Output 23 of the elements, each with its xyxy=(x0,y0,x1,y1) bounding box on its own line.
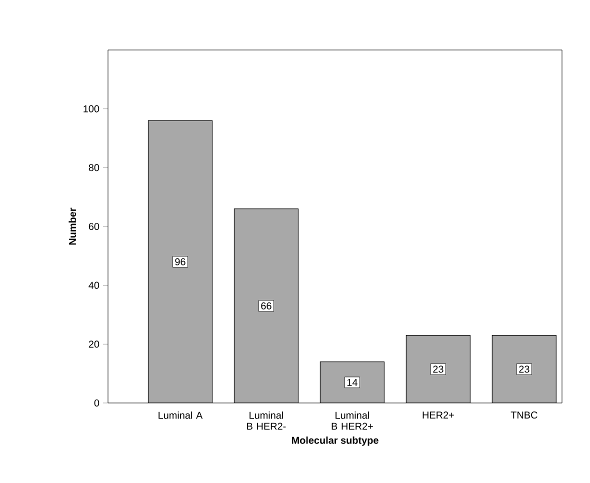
data-label: 66 xyxy=(261,302,272,310)
x-tick-label: HER2+ xyxy=(422,412,454,418)
y-tick-label: 80 xyxy=(88,164,100,172)
y-axis-title: Number xyxy=(68,208,76,245)
x-tick-label: Luminal B HER2- xyxy=(247,412,286,430)
data-label: 14 xyxy=(347,378,358,386)
y-tick-label: 100 xyxy=(84,105,100,112)
y-tick-label: 20 xyxy=(88,340,100,348)
x-axis-title: Molecular subtype xyxy=(292,436,378,446)
data-label: 23 xyxy=(433,366,444,373)
y-tick-label: 0 xyxy=(94,399,100,407)
bar xyxy=(406,335,470,403)
y-tick-label: 60 xyxy=(88,222,100,230)
data-label: 23 xyxy=(519,366,530,373)
bar xyxy=(492,335,556,403)
data-label: 96 xyxy=(175,258,186,266)
bar xyxy=(148,120,212,403)
x-tick-label: Luminal A xyxy=(158,412,203,419)
bar xyxy=(234,208,298,403)
y-tick-label: 40 xyxy=(88,282,100,289)
bar xyxy=(320,362,384,403)
x-tick-label: TNBC xyxy=(510,412,538,419)
x-tick-label: Luminal B HER2+ xyxy=(332,412,373,430)
